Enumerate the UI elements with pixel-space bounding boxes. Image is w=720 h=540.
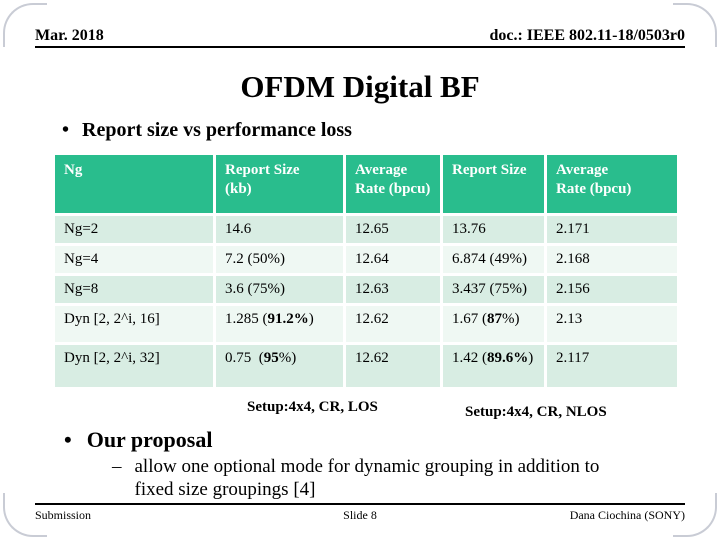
cell-text: 12.62 bbox=[355, 350, 389, 366]
cell-text: 14.6 bbox=[225, 221, 252, 237]
rounded-corner-decoration bbox=[673, 3, 717, 47]
slide-header: Mar. 2018 doc.: IEEE 802.11-18/0503r0 bbox=[35, 27, 685, 48]
cell-text: Ng=2 bbox=[64, 221, 99, 237]
table-cell: 13.76 bbox=[443, 216, 544, 243]
bullet-report-size-label: Report size vs performance loss bbox=[82, 119, 352, 141]
table-header-cell: Report Size bbox=[443, 155, 544, 213]
table-header-cell: Average Rate (bpcu) bbox=[346, 155, 440, 213]
table-cell: 6.874 (49%) bbox=[443, 246, 544, 273]
cell-text: 3.6 (75%) bbox=[225, 281, 285, 297]
cell-text: %) bbox=[502, 311, 520, 327]
cell-text-bold: 89.6% bbox=[487, 350, 529, 366]
cell-text: 3.437 (75%) bbox=[452, 281, 527, 297]
table-cell: 2.168 bbox=[547, 246, 677, 273]
bullet-report-size: • Report size vs performance loss bbox=[62, 118, 352, 143]
header-date: Mar. 2018 bbox=[35, 27, 104, 44]
cell-text: 7.2 (50%) bbox=[225, 251, 285, 267]
table-cell: 12.62 bbox=[346, 306, 440, 342]
table-cell: 7.2 (50%) bbox=[216, 246, 343, 273]
cell-text: 12.62 bbox=[355, 311, 389, 327]
cell-text: 2.156 bbox=[556, 281, 590, 297]
bullet-icon: • bbox=[64, 427, 72, 452]
table-cell: 1.42 (89.6%) bbox=[443, 345, 544, 387]
table-cell: 2.171 bbox=[547, 216, 677, 243]
table-cell: 2.156 bbox=[547, 276, 677, 303]
cell-text: 2.13 bbox=[556, 311, 583, 327]
bullet-our-proposal-label: Our proposal bbox=[86, 427, 213, 452]
cell-text: 6.874 (49%) bbox=[452, 251, 527, 267]
footer-submission: Submission bbox=[35, 508, 92, 522]
cell-text-bold: 95 bbox=[263, 350, 279, 366]
footer-author: Dana Ciochina (SONY) bbox=[569, 508, 685, 522]
header-doc-id: doc.: IEEE 802.11-18/0503r0 bbox=[489, 27, 685, 44]
setup-label-nlos: Setup:4x4, CR, NLOS bbox=[465, 404, 607, 420]
slide-footer: Submission Slide 8 Dana Ciochina (SONY) bbox=[35, 503, 685, 522]
table-cell: 3.6 (75%) bbox=[216, 276, 343, 303]
cell-text: 0.75 ( bbox=[225, 350, 264, 366]
table-cell: 12.62 bbox=[346, 345, 440, 387]
cell-text: 13.76 bbox=[452, 221, 486, 237]
proposal-detail-text: allow one optional mode for dynamic grou… bbox=[134, 456, 600, 500]
sub-bullet-proposal-detail: – allow one optional mode for dynamic gr… bbox=[112, 455, 599, 501]
table-cell: Dyn [2, 2^i, 16] bbox=[55, 306, 213, 342]
table-cell: 12.64 bbox=[346, 246, 440, 273]
table-cell: 14.6 bbox=[216, 216, 343, 243]
cell-text: Dyn [2, 2^i, 16] bbox=[64, 311, 160, 327]
rounded-corner-decoration bbox=[3, 493, 47, 537]
table-cell: 2.117 bbox=[547, 345, 677, 387]
bullet-our-proposal: • Our proposal bbox=[64, 426, 212, 453]
cell-text: 12.64 bbox=[355, 251, 389, 267]
slide-title: OFDM Digital BF bbox=[240, 69, 480, 104]
table-cell: 1.67 (87%) bbox=[443, 306, 544, 342]
footer-slide-number: Slide 8 bbox=[343, 508, 377, 522]
cell-text: 2.168 bbox=[556, 251, 590, 267]
cell-text: ) bbox=[528, 350, 534, 366]
cell-text: Ng=8 bbox=[64, 281, 99, 297]
cell-text: Dyn [2, 2^i, 32] bbox=[64, 350, 160, 366]
cell-text: 1.42 ( bbox=[452, 350, 487, 366]
table-cell: 3.437 (75%) bbox=[443, 276, 544, 303]
dash-bullet-icon: – bbox=[112, 456, 122, 477]
bullet-icon: • bbox=[62, 119, 70, 141]
table-header-cell: Report Size (kb) bbox=[216, 155, 343, 213]
cell-text-bold: 87 bbox=[487, 311, 502, 327]
table-cell: 1.285 (91.2%) bbox=[216, 306, 343, 342]
table-cell: 12.63 bbox=[346, 276, 440, 303]
cell-text-bold: 91.2% bbox=[267, 311, 309, 327]
table-cell: Ng=2 bbox=[55, 216, 213, 243]
table-cell: 0.75 (95%) bbox=[216, 345, 343, 387]
table-header-cell: Ng bbox=[55, 155, 213, 213]
rounded-corner-decoration bbox=[3, 3, 47, 47]
table-header-cell: Average Rate (bpcu) bbox=[547, 155, 677, 213]
table-cell: Ng=8 bbox=[55, 276, 213, 303]
cell-text: 12.63 bbox=[355, 281, 389, 297]
table-cell: Ng=4 bbox=[55, 246, 213, 273]
setup-label-los: Setup:4x4, CR, LOS bbox=[247, 399, 378, 415]
table-cell: 12.65 bbox=[346, 216, 440, 243]
cell-text: 1.67 ( bbox=[452, 311, 487, 327]
cell-text: 2.117 bbox=[556, 350, 590, 366]
cell-text: 1.285 ( bbox=[225, 311, 268, 327]
table-cell: 2.13 bbox=[547, 306, 677, 342]
cell-text: 12.65 bbox=[355, 221, 389, 237]
cell-text: ) bbox=[308, 311, 314, 327]
report-size-table: Ng Report Size (kb) Average Rate (bpcu) … bbox=[55, 155, 677, 387]
cell-text: Ng=4 bbox=[64, 251, 99, 267]
cell-text: 2.171 bbox=[556, 221, 590, 237]
table-cell: Dyn [2, 2^i, 32] bbox=[55, 345, 213, 387]
cell-text: %) bbox=[278, 350, 297, 366]
